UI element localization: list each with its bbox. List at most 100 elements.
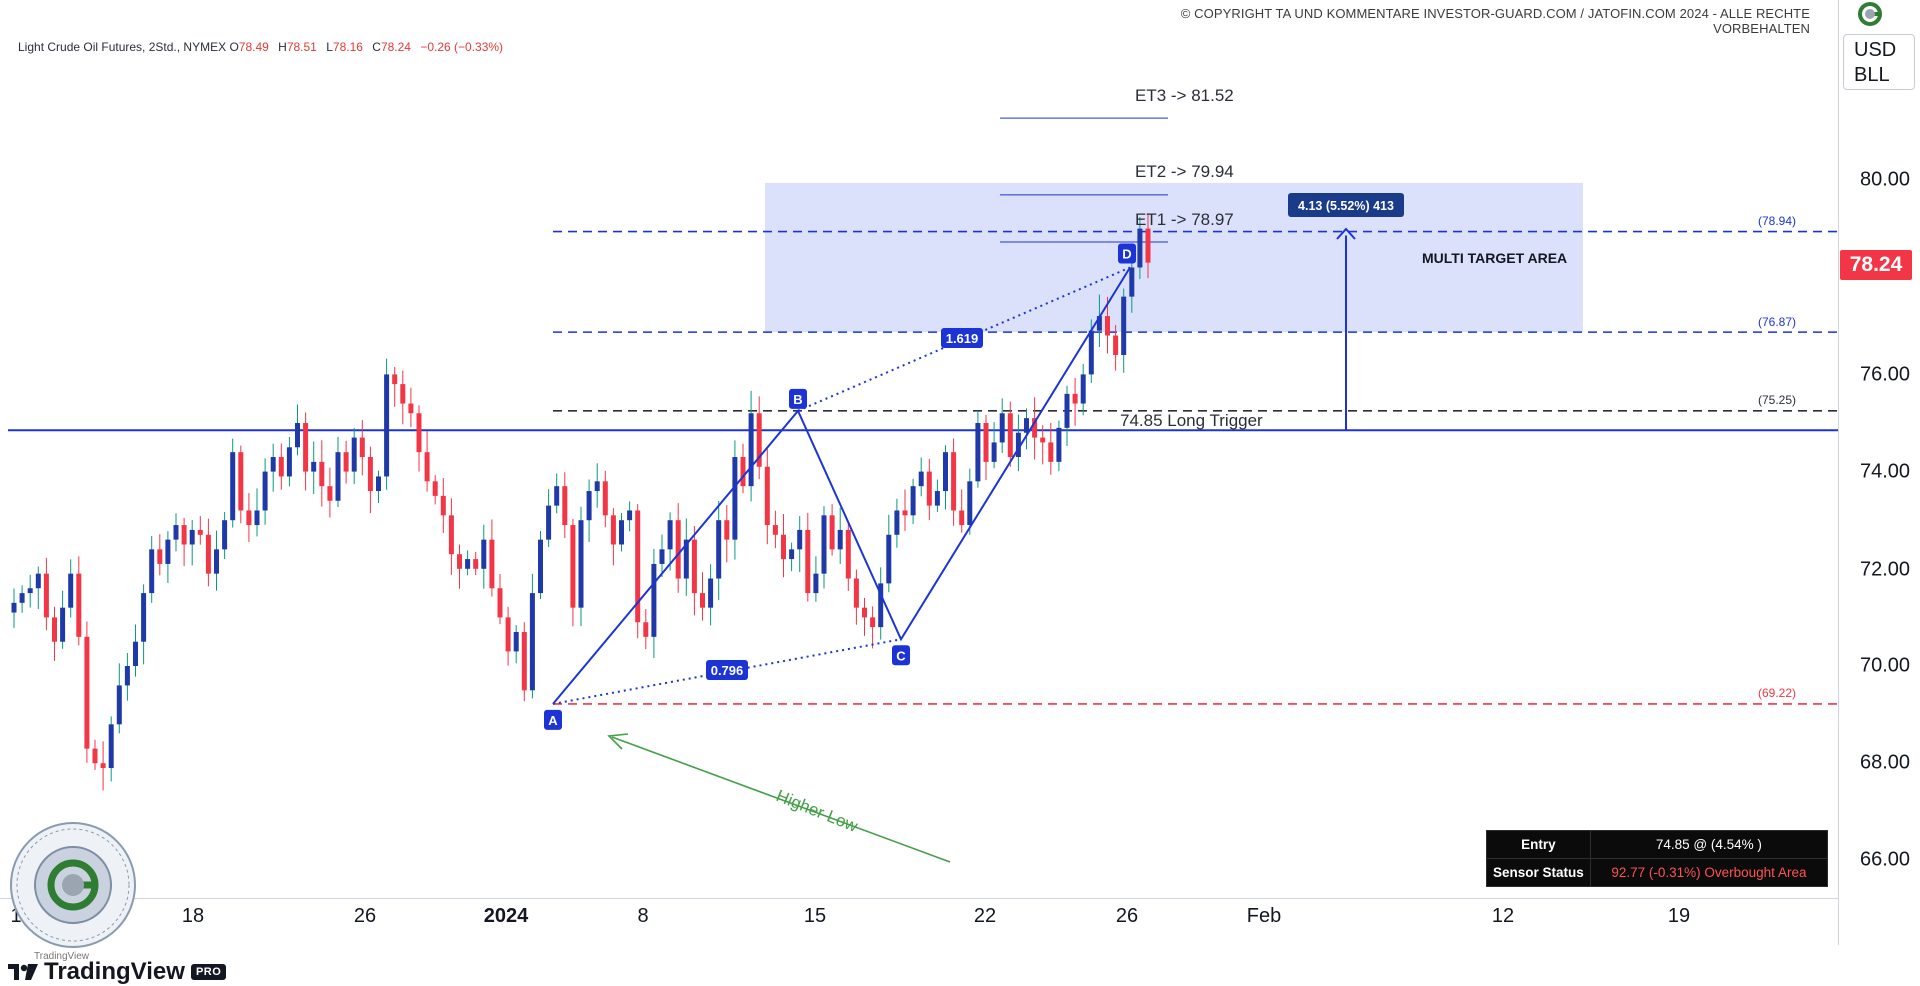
symbol-name: Light Crude Oil Futures, 2Std., NYMEX — [18, 40, 227, 54]
candle-body — [52, 617, 57, 642]
candle-body — [76, 573, 82, 637]
time-tick-label[interactable]: 15 — [803, 905, 827, 927]
candle-body — [1007, 413, 1013, 458]
candle — [602, 470, 608, 528]
candle-body — [367, 457, 373, 492]
candle — [546, 489, 552, 547]
candle — [1096, 294, 1102, 348]
candle-body — [100, 763, 106, 769]
candle-body — [999, 413, 1005, 443]
candle-body — [465, 559, 471, 569]
candle-body — [19, 593, 25, 603]
candle-body — [1080, 374, 1086, 404]
candle-body — [853, 578, 859, 608]
candle — [230, 438, 236, 528]
candle — [756, 396, 762, 480]
candle — [416, 405, 422, 472]
candle-body — [627, 510, 633, 521]
tradingview-logo[interactable]: TradingView PRO — [8, 958, 227, 986]
candle-body — [748, 413, 754, 487]
price-tick-label[interactable]: 66.00 — [1860, 848, 1911, 871]
open-label: O — [229, 40, 239, 54]
candle — [740, 443, 746, 494]
candle-body — [1072, 393, 1078, 404]
candle — [335, 436, 341, 508]
time-tick-label[interactable]: Feb — [1246, 905, 1282, 927]
time-tick-label[interactable]: 19 — [1667, 905, 1691, 927]
change-value: −0.26 (−0.33%) — [420, 40, 504, 54]
low-value: 78.16 — [332, 40, 363, 54]
candle — [497, 574, 503, 625]
candle-body — [1145, 228, 1151, 263]
price-tick-label[interactable]: 72.00 — [1860, 558, 1911, 581]
candle-body — [497, 588, 503, 618]
candle-body — [335, 452, 341, 501]
time-tick-label[interactable]: 8 — [637, 905, 649, 927]
candle — [999, 398, 1005, 454]
time-tick-label[interactable]: 26 — [1115, 905, 1139, 927]
candle — [675, 503, 681, 593]
candle-body — [862, 607, 867, 618]
candle-body — [303, 423, 309, 472]
candle-body — [813, 573, 819, 594]
candle — [1040, 425, 1046, 465]
copyright-notice: © COPYRIGHT TA UND KOMMENTARE INVESTOR-G… — [1180, 6, 1810, 36]
candle-body — [675, 520, 681, 579]
level-7894-label: (78.94) — [1758, 214, 1796, 228]
point-b-label-box — [789, 388, 807, 409]
candle-body — [11, 602, 17, 613]
price-tick-label[interactable]: 76.00 — [1860, 363, 1911, 386]
candle-body — [529, 593, 535, 691]
candle — [845, 523, 851, 591]
candle — [821, 506, 827, 589]
et1-label: ET1 -> 78.97 — [1135, 210, 1234, 229]
candle-body — [991, 442, 997, 462]
price-tick-label[interactable]: 68.00 — [1860, 751, 1911, 774]
candle — [538, 531, 543, 599]
close-value: 78.24 — [380, 40, 411, 54]
candle — [918, 457, 924, 497]
time-tick-label[interactable]: 18 — [181, 905, 205, 927]
symbol-info[interactable]: Light Crude Oil Futures, 2Std., NYMEX O 7… — [18, 40, 509, 54]
time-tick-label[interactable]: 26 — [353, 905, 377, 927]
candle — [1145, 213, 1151, 279]
currency-unit-selector[interactable]: USD BLL — [1843, 34, 1915, 90]
candle — [92, 739, 98, 770]
candle-body — [513, 631, 519, 652]
tradingview-mark-icon — [8, 964, 38, 980]
price-tick-label[interactable]: 80.00 — [1860, 168, 1911, 191]
candle — [189, 520, 195, 566]
level-6922-label: (69.22) — [1758, 686, 1796, 700]
candle — [303, 412, 309, 491]
price-tick-label[interactable]: 74.00 — [1860, 460, 1911, 483]
time-tick-label[interactable]: 1 — [10, 905, 22, 927]
candle-body — [635, 510, 641, 623]
candle — [594, 463, 600, 508]
candle-body — [124, 666, 130, 686]
candle-body — [586, 491, 592, 521]
candle-body — [448, 515, 454, 555]
candle-body — [214, 549, 219, 574]
candle — [1064, 385, 1070, 447]
candle-body — [173, 525, 179, 540]
price-tick-label[interactable]: 70.00 — [1860, 654, 1911, 677]
candle — [173, 513, 179, 552]
candle — [772, 510, 778, 549]
candle — [60, 590, 66, 649]
time-tick-label[interactable]: 12 — [1491, 905, 1515, 927]
candle — [505, 606, 511, 666]
time-tick-label[interactable]: 22 — [973, 905, 997, 927]
candle-body — [489, 539, 495, 589]
candle-body — [27, 588, 33, 594]
pattern-ratio-line-ac — [552, 638, 902, 705]
candle — [683, 518, 689, 596]
time-tick-label-year[interactable]: 2024 — [483, 905, 529, 927]
candle — [691, 526, 697, 616]
candle-body — [311, 461, 317, 472]
candle — [11, 588, 17, 628]
candle-body — [505, 617, 511, 652]
candle-body — [781, 534, 786, 560]
candle-body — [554, 486, 560, 506]
candle — [457, 544, 462, 589]
